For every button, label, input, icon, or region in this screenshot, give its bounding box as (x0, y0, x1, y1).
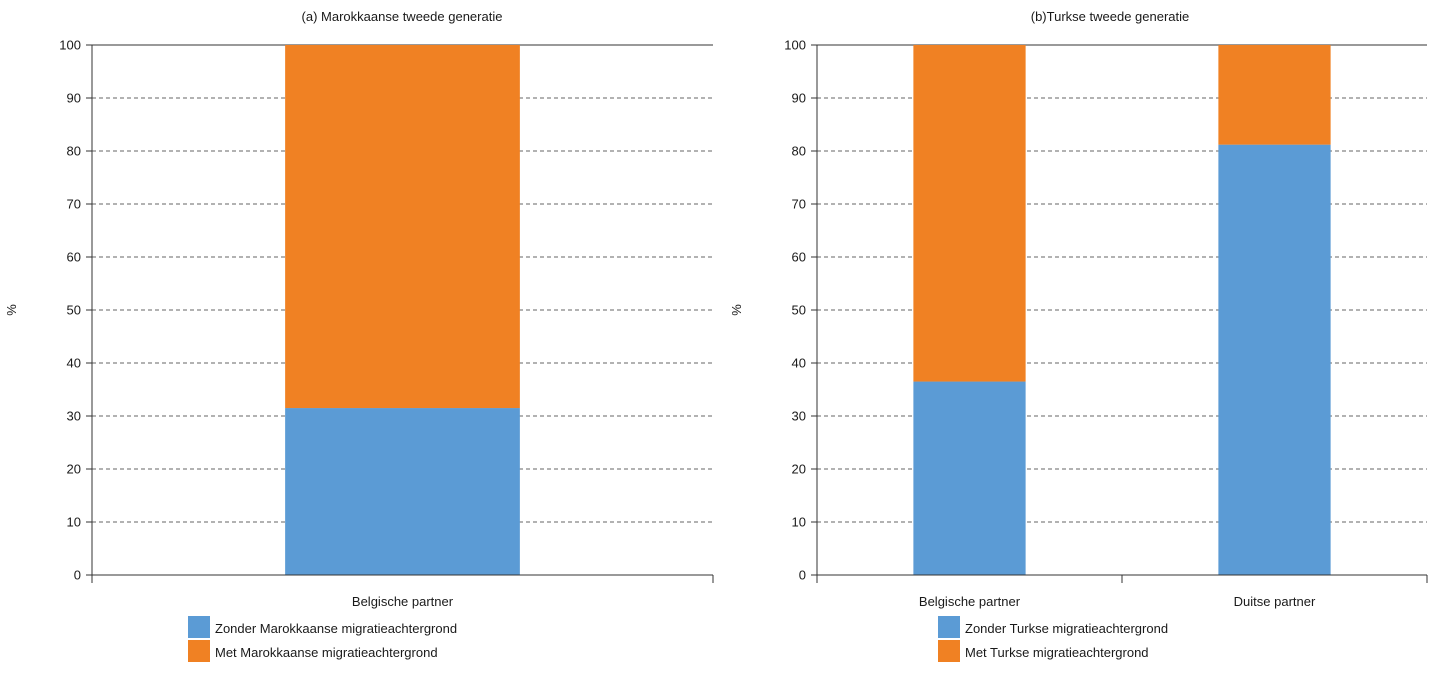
y-tick-label: 100 (784, 38, 806, 53)
y-tick-label: 0 (799, 568, 806, 583)
y-tick-label: 40 (67, 356, 81, 371)
chart-panel-1: (a) Marokkaanse tweede generatie% Belgisc… (4, 9, 714, 662)
y-tick-label: 80 (792, 144, 806, 159)
y-tick-label: 70 (792, 197, 806, 212)
y-tick-label: 80 (67, 144, 81, 159)
y-axis-label: % (729, 304, 744, 316)
bar-upper-1 (913, 45, 1026, 382)
chart-title: (a) Marokkaanse tweede generatie (302, 9, 503, 24)
y-axis-label: % (4, 304, 19, 316)
y-tick-label: 30 (67, 409, 81, 424)
y-tick-label: 20 (67, 462, 81, 477)
legend-swatch (188, 640, 210, 662)
y-tick-label: 30 (792, 409, 806, 424)
y-tick-label: 0 (74, 568, 81, 583)
legend-swatch (938, 616, 960, 638)
y-tick-label: 50 (792, 303, 806, 318)
bar-upper-2 (1218, 45, 1331, 145)
legend-label: Met Turkse migratieachtergrond (965, 645, 1149, 660)
y-tick-label: 90 (67, 91, 81, 106)
x-tick-label: Belgische partner (919, 594, 1021, 609)
legend-label: Met Marokkaanse migratieachtergrond (215, 645, 438, 660)
x-tick-label: Belgische partner (352, 594, 454, 609)
bar-upper-1 (285, 45, 520, 409)
legend-swatch (188, 616, 210, 638)
x-tick-label: Duitse partner (1234, 594, 1316, 609)
legend-label: Zonder Marokkaanse migratieachtergrond (215, 621, 457, 636)
y-tick-label: 100 (59, 38, 81, 53)
y-tick-label: 20 (792, 462, 806, 477)
y-tick-label: 60 (792, 250, 806, 265)
bar-lower-2 (1218, 144, 1331, 575)
y-tick-label: 50 (67, 303, 81, 318)
chart-title: (b)Turkse tweede generatie (1031, 9, 1190, 24)
y-tick-label: 60 (67, 250, 81, 265)
bar-lower-1 (285, 408, 520, 575)
y-tick-label: 10 (67, 515, 81, 530)
chart-panel-2: (b)Turkse tweede generatie% Belgische par… (729, 9, 1428, 662)
y-tick-label: 70 (67, 197, 81, 212)
legend-label: Zonder Turkse migratieachtergrond (965, 621, 1168, 636)
y-tick-label: 10 (792, 515, 806, 530)
bar-lower-1 (913, 381, 1026, 575)
legend-swatch (938, 640, 960, 662)
y-tick-label: 90 (792, 91, 806, 106)
y-tick-label: 40 (792, 356, 806, 371)
